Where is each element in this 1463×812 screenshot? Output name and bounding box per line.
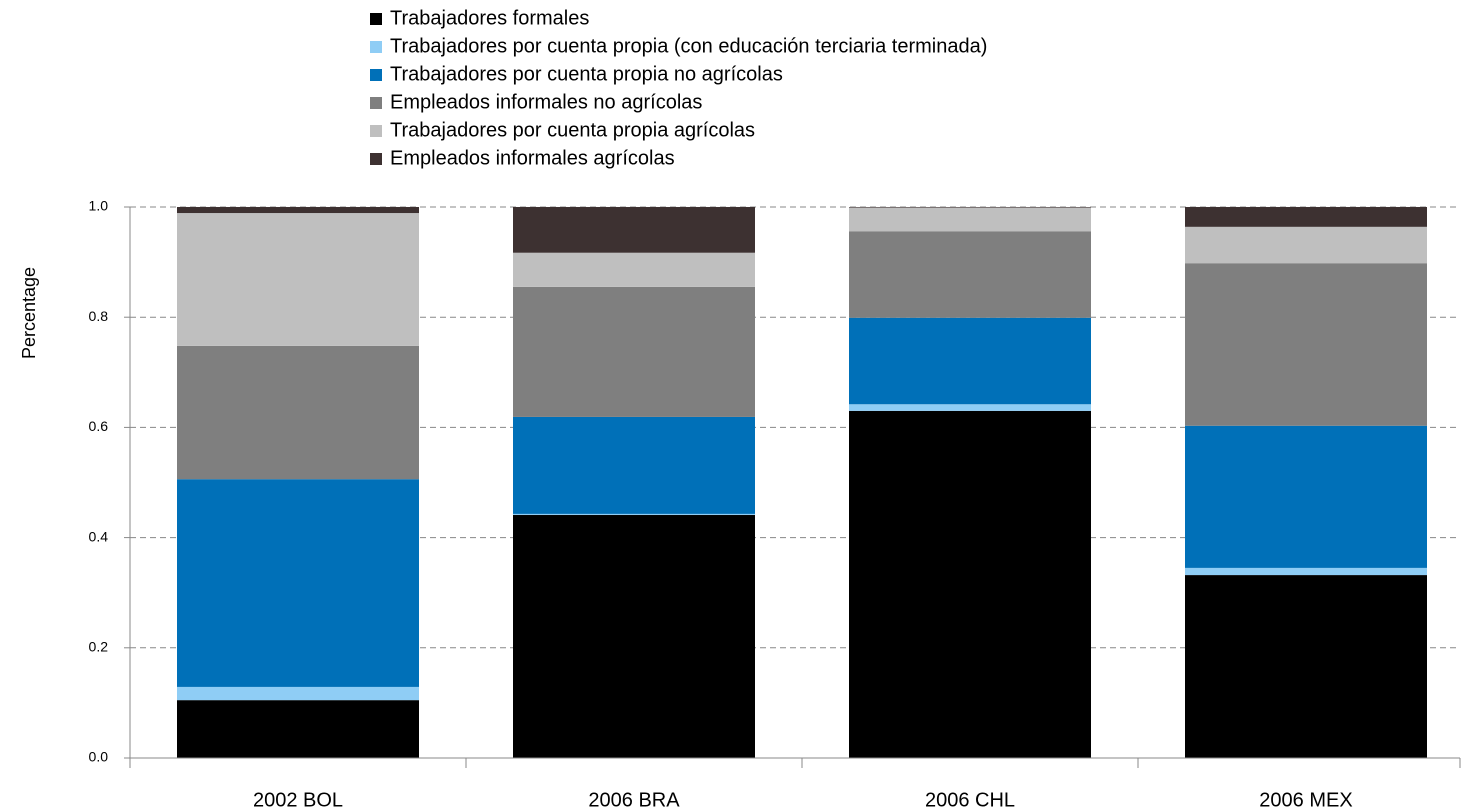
legend-label: Trabajadores por cuenta propia (con educ… [390, 35, 987, 57]
bar-segment [849, 207, 1091, 208]
y-tick-label: 0.6 [89, 418, 109, 434]
y-tick-label: 0.8 [89, 308, 109, 324]
y-tick-label: 0.2 [89, 639, 109, 655]
bar-segment [513, 515, 755, 758]
bar-segment [1185, 425, 1427, 568]
bar-segment [1185, 263, 1427, 426]
bar-segment [513, 286, 755, 417]
bar-segment [513, 416, 755, 514]
bar-segment [177, 213, 419, 346]
y-tick-label: 0.4 [89, 528, 109, 544]
bar-segment [849, 317, 1091, 405]
legend-label: Empleados informales agrícolas [390, 147, 675, 169]
bar-segment [1185, 226, 1427, 264]
bar-segment [849, 404, 1091, 411]
bar-segment [849, 231, 1091, 318]
bar-segment [1185, 575, 1427, 758]
bar-segment [177, 686, 419, 701]
legend-swatch [370, 97, 382, 109]
y-axis-label: Percentage [19, 267, 39, 359]
x-tick-label: 2006 BRA [588, 789, 680, 811]
x-tick-label: 2006 MEX [1259, 789, 1352, 811]
x-tick-label: 2006 CHL [925, 789, 1015, 811]
bar-segment [1185, 207, 1427, 227]
bar-segment [177, 207, 419, 214]
bar-segment [513, 207, 755, 253]
bar-segment [513, 252, 755, 287]
bar-segment [177, 345, 419, 480]
legend-label: Trabajadores formales [390, 7, 589, 29]
legend-swatch [370, 153, 382, 165]
legend-label: Empleados informales no agrícolas [390, 91, 702, 113]
x-tick-label: 2002 BOL [253, 789, 343, 811]
bar-segment [849, 410, 1091, 758]
legend-label: Trabajadores por cuenta propia agrícolas [390, 119, 755, 141]
legend-swatch [370, 69, 382, 81]
y-tick-label: 0.0 [89, 749, 109, 765]
bar-segment [849, 207, 1091, 232]
legend-swatch [370, 125, 382, 137]
bar-segment [177, 700, 419, 758]
legend-swatch [370, 13, 382, 25]
bar-segment [1185, 567, 1427, 576]
legend-swatch [370, 41, 382, 53]
bar-segment [513, 513, 755, 516]
y-tick-label: 1.0 [89, 198, 109, 214]
bar-segment [177, 479, 419, 687]
legend-label: Trabajadores por cuenta propia no agríco… [390, 63, 783, 85]
